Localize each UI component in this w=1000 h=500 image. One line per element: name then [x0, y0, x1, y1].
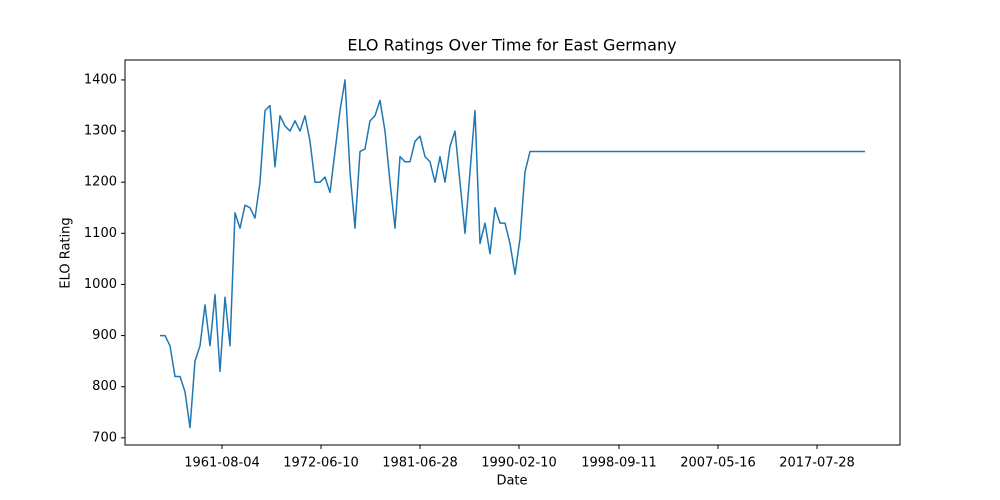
line [160, 79, 865, 429]
x-tick-label: 1998-09-11 [581, 456, 657, 471]
y-tick-label: 1200 [84, 175, 117, 190]
x-tick-label: 1972-06-10 [283, 456, 359, 471]
x-axis-label: Date [496, 474, 527, 489]
plot-frame [124, 59, 901, 446]
x-tick-label: 2007-05-16 [680, 456, 756, 471]
x-tick-label: 2017-07-28 [779, 456, 855, 471]
x-tick-label: 1981-06-28 [382, 456, 458, 471]
y-tick-label: 1000 [84, 277, 117, 292]
y-tick-label: 900 [92, 328, 117, 343]
y-tick-label: 800 [92, 379, 117, 394]
x-tick-label: 1961-08-04 [184, 456, 260, 471]
y-tick-label: 1400 [84, 72, 117, 87]
chart-title: ELO Ratings Over Time for East Germany [347, 36, 676, 55]
y-tick-label: 700 [92, 430, 117, 445]
y-axis-label: ELO Rating [59, 217, 74, 288]
x-tick-label: 1990-02-10 [481, 456, 557, 471]
y-tick-label: 1300 [84, 124, 117, 139]
y-tick-label: 1100 [84, 226, 117, 241]
